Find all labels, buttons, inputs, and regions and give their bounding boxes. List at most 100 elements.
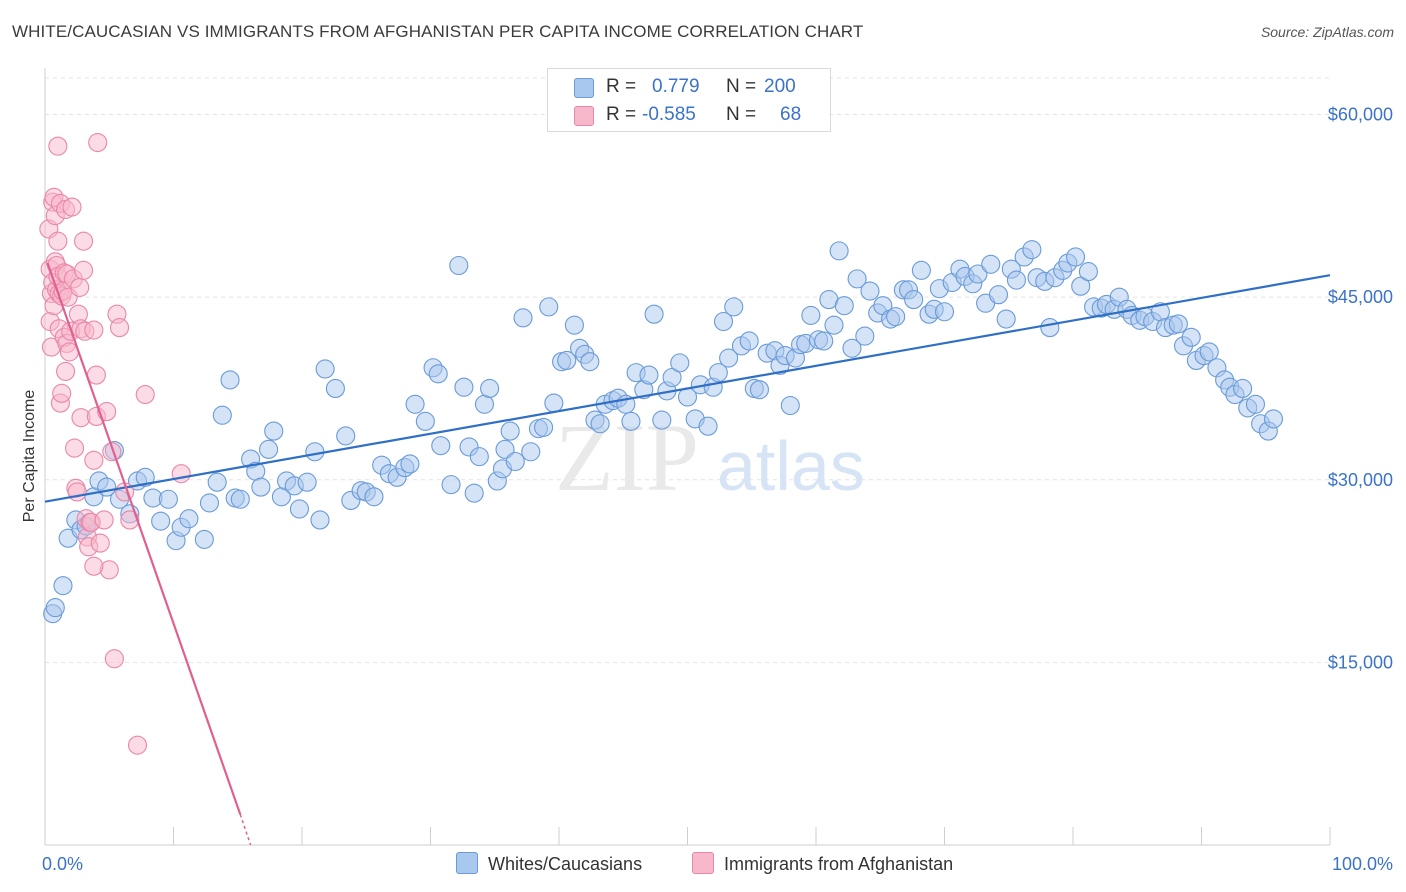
point-whites <box>780 395 800 416</box>
point-whites <box>534 417 554 437</box>
point-whites <box>886 307 906 327</box>
trend-line-afghanistan-extension <box>239 814 252 846</box>
point-whites <box>199 493 220 513</box>
point-whites <box>495 439 515 459</box>
point-afghanistan <box>74 231 94 251</box>
point-whites <box>251 477 271 497</box>
legend-r-label: R = <box>606 76 637 97</box>
point-whites <box>996 309 1016 329</box>
point-whites <box>988 285 1009 305</box>
point-whites <box>449 255 469 276</box>
point-whites <box>405 394 425 414</box>
point-whites <box>500 421 520 441</box>
point-whites <box>135 467 155 487</box>
bottom-legend-label-afghanistan: Immigrants from Afghanistan <box>724 854 954 874</box>
series-afghanistan <box>39 132 191 755</box>
legend: R = 0.779 N = 200 R = -0.585 N = 68 <box>547 68 831 132</box>
point-afghanistan <box>86 365 106 385</box>
legend-r-value: -0.585 <box>642 104 696 125</box>
point-whites <box>310 510 330 530</box>
point-afghanistan <box>65 438 85 458</box>
point-whites <box>1006 270 1027 290</box>
point-whites <box>904 290 924 310</box>
watermark-atlas: atlas <box>717 427 865 505</box>
point-whites <box>698 416 718 436</box>
y-tick-label: $15,000 <box>1328 652 1393 672</box>
legend-n-label: N = <box>726 104 757 125</box>
point-whites <box>1066 247 1086 267</box>
point-whites <box>53 576 73 596</box>
point-afghanistan <box>120 510 140 530</box>
point-whites <box>1078 262 1098 282</box>
point-whites <box>1263 409 1284 429</box>
source-label: Source: ZipAtlas.com <box>1260 24 1394 40</box>
point-whites <box>480 378 500 399</box>
point-whites <box>539 297 559 317</box>
bottom-legend-afghanistan: Immigrants from Afghanistan <box>692 852 953 875</box>
point-afghanistan <box>48 231 68 251</box>
point-afghanistan <box>62 197 82 217</box>
point-whites <box>739 331 759 351</box>
point-whites <box>1199 342 1219 362</box>
legend-r-label: R = <box>606 104 637 125</box>
legend-n-value: 68 <box>780 104 802 125</box>
point-whites <box>431 436 451 456</box>
point-whites <box>400 454 420 474</box>
point-whites <box>564 315 584 335</box>
bottom-legend-label-whites: Whites/Caucasians <box>488 854 643 874</box>
trend-lines <box>44 262 1331 846</box>
y-tick-label: $60,000 <box>1328 105 1393 125</box>
point-whites <box>708 363 728 383</box>
point-whites <box>207 472 227 492</box>
point-whites <box>521 442 541 462</box>
point-whites <box>639 365 659 385</box>
point-whites <box>230 489 250 509</box>
point-afghanistan <box>70 277 90 297</box>
legend-n-label: N = <box>726 76 757 97</box>
point-afghanistan <box>56 361 76 381</box>
legend-n-value: 200 <box>764 76 796 97</box>
x-tick-label: 0.0% <box>42 854 83 874</box>
point-afghanistan <box>90 533 110 553</box>
point-afghanistan <box>171 464 191 484</box>
point-whites <box>713 311 734 332</box>
point-whites <box>264 421 284 441</box>
point-whites <box>336 426 356 446</box>
point-whites <box>289 499 309 519</box>
point-whites <box>305 442 325 462</box>
legend-row-afghanistan: R = -0.585 N = 68 <box>548 101 830 129</box>
point-whites <box>454 377 474 397</box>
point-whites <box>513 308 533 328</box>
point-whites <box>415 411 435 431</box>
chart-title: WHITE/CAUCASIAN VS IMMIGRANTS FROM AFGHA… <box>12 22 864 41</box>
y-axis-label: Per Capita Income <box>21 390 38 523</box>
series-whites <box>43 240 1284 624</box>
point-afghanistan <box>88 132 108 153</box>
point-whites <box>580 352 600 372</box>
point-afghanistan <box>127 735 148 755</box>
point-whites <box>441 475 461 495</box>
point-whites <box>670 353 690 373</box>
point-whites <box>428 364 448 384</box>
legend-row-whites: R = 0.779 N = 200 <box>548 73 830 101</box>
point-afghanistan <box>84 450 104 470</box>
point-afghanistan <box>74 260 94 280</box>
point-whites <box>1245 394 1266 414</box>
point-afghanistan <box>94 510 114 530</box>
point-whites <box>847 269 867 289</box>
point-whites <box>505 451 525 472</box>
point-whites <box>644 304 664 324</box>
y-tick-label: $45,000 <box>1328 287 1393 307</box>
point-whites <box>834 296 854 316</box>
point-whites <box>194 529 214 549</box>
point-whites <box>1040 318 1060 338</box>
point-whites <box>474 394 495 414</box>
point-whites <box>151 511 171 531</box>
point-whites <box>590 414 610 434</box>
point-whites <box>544 393 564 413</box>
point-afghanistan <box>104 649 124 669</box>
point-whites <box>315 359 335 379</box>
point-whites <box>158 489 178 509</box>
gridlines <box>45 77 1330 663</box>
